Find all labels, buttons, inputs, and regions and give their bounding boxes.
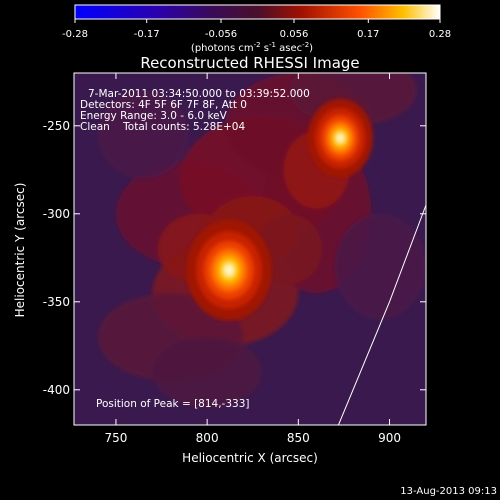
colorbar-tick-label: 0.28 xyxy=(429,29,451,40)
y-tick-label: -300 xyxy=(43,207,70,221)
colorbar-unit-label: (photons cm-2 s-1 asec-2) xyxy=(191,41,313,54)
x-tick-label: 850 xyxy=(287,431,310,445)
colorbar-tick-label: 0.056 xyxy=(280,29,309,40)
footer-timestamp: 13-Aug-2013 09:13 xyxy=(400,486,497,497)
colorbar-tick-label: -0.28 xyxy=(62,29,88,40)
emission-blob xyxy=(335,214,426,320)
y-axis-label: Heliocentric Y (arcsec) xyxy=(13,183,27,318)
annotation-peak-position: Position of Peak = [814,-333] xyxy=(96,398,250,410)
source-contour xyxy=(337,134,345,143)
colorbar-tick-label: -0.17 xyxy=(134,29,160,40)
emission-blob xyxy=(152,337,261,407)
colorbar-tick-label: -0.056 xyxy=(205,29,237,40)
annotation-clean: Clean Total counts: 5.28E+04 xyxy=(80,121,245,133)
colorbar-tick-label: 0.17 xyxy=(357,29,379,40)
y-tick-label: -400 xyxy=(43,383,70,397)
chart-title: Reconstructed RHESSI Image xyxy=(140,54,359,72)
x-tick-label: 900 xyxy=(378,431,401,445)
x-tick-label: 800 xyxy=(196,431,219,445)
colorbar xyxy=(75,5,440,19)
colorbar-ticks: -0.28 -0.17 -0.056 0.056 0.17 0.28 xyxy=(62,19,451,40)
x-axis-label: Heliocentric X (arcsec) xyxy=(182,451,318,465)
y-tick-label: -250 xyxy=(43,119,70,133)
source-contour xyxy=(224,264,234,276)
y-tick-label: -350 xyxy=(43,295,70,309)
x-tick-label: 750 xyxy=(104,431,127,445)
